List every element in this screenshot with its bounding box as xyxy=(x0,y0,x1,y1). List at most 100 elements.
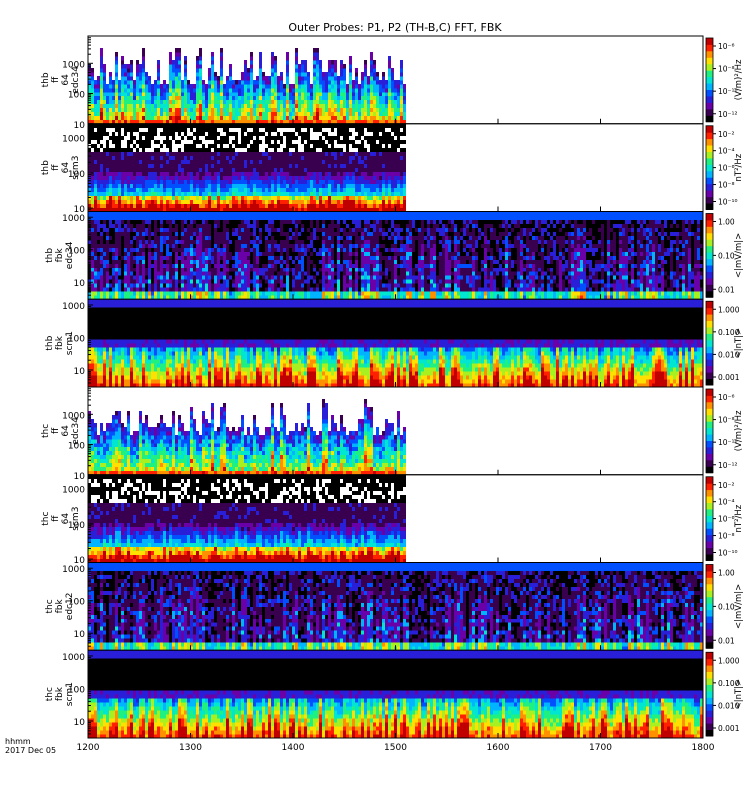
spectrogram-cell xyxy=(307,99,310,105)
spectrogram-cell xyxy=(283,167,286,172)
spectrogram-cell xyxy=(127,227,130,232)
spectrogram-cell xyxy=(154,295,157,300)
spectrogram-cell xyxy=(385,207,388,212)
spectrogram-cell xyxy=(340,159,343,164)
spectrogram-cell xyxy=(178,243,181,248)
spectrogram-cell xyxy=(181,91,184,97)
spectrogram-cell xyxy=(316,123,319,129)
spectrogram-cell xyxy=(358,119,361,125)
spectrogram-cell xyxy=(316,199,319,204)
spectrogram-cell xyxy=(316,207,319,212)
spectrogram-cell xyxy=(142,55,145,61)
spectrogram-cell xyxy=(370,199,373,204)
spectrogram-cell xyxy=(154,247,157,252)
spectrogram-cell xyxy=(133,79,136,85)
spectrogram-cell xyxy=(331,199,334,204)
spectrogram-cell xyxy=(370,75,373,81)
spectrogram-cell xyxy=(373,111,376,117)
spectrogram-cell xyxy=(100,95,103,101)
spectrogram-cell xyxy=(205,111,208,117)
spectrogram-cell xyxy=(328,135,331,141)
spectrogram-cell xyxy=(331,107,334,113)
spectrogram-cell xyxy=(322,175,325,180)
spectrogram-cell xyxy=(322,83,325,89)
spectrogram-cell xyxy=(283,127,286,133)
spectrogram-cell xyxy=(349,115,352,121)
spectrogram-cell xyxy=(118,287,121,292)
spectrogram-cell xyxy=(229,91,232,97)
spectrogram-cell xyxy=(184,191,187,196)
spectrogram-cell xyxy=(373,167,376,172)
spectrogram-cell xyxy=(250,143,253,149)
spectrogram-cell xyxy=(184,199,187,204)
spectrogram-cell xyxy=(394,167,397,172)
spectrogram-cell xyxy=(394,187,397,192)
spectrogram-cell xyxy=(256,191,259,196)
spectrogram-cell xyxy=(298,123,301,129)
spectrogram-cell xyxy=(118,263,121,268)
spectrogram-cell xyxy=(160,203,163,208)
spectrogram-cell xyxy=(157,223,160,228)
spectrogram-cell xyxy=(283,99,286,105)
spectrogram-cell xyxy=(100,275,103,280)
spectrogram-cell xyxy=(97,259,100,264)
spectrogram-cell xyxy=(313,163,316,168)
spectrogram-cell xyxy=(103,191,106,196)
spectrogram-cell xyxy=(115,183,118,188)
spectrogram-cell xyxy=(124,123,127,129)
spectrogram-cell xyxy=(142,255,145,260)
spectrogram-cell xyxy=(382,151,385,157)
spectrogram-cell xyxy=(94,223,97,228)
spectrogram-cell xyxy=(166,251,169,256)
spectrogram-cell xyxy=(217,151,220,157)
spectrogram-cell xyxy=(331,63,334,69)
spectrogram-cell xyxy=(343,167,346,172)
spectrogram-cell xyxy=(271,203,274,208)
spectrogram-cell xyxy=(190,271,193,276)
spectrogram-cell xyxy=(292,107,295,113)
spectrogram-cell xyxy=(172,175,175,180)
spectrogram-cell xyxy=(157,99,160,105)
spectrogram-cell xyxy=(118,219,121,224)
spectrogram-cell xyxy=(403,131,406,137)
spectrogram-cell xyxy=(190,191,193,196)
spectrogram-cell xyxy=(103,147,106,153)
spectrogram-cell xyxy=(271,79,274,85)
spectrogram-cell xyxy=(262,179,265,184)
spectrogram-cell xyxy=(307,139,310,145)
spectrogram-cell xyxy=(232,199,235,204)
spectrogram-cell xyxy=(262,183,265,188)
spectrogram-cell xyxy=(370,123,373,129)
spectrogram-cell xyxy=(238,199,241,204)
spectrogram-cell xyxy=(133,131,136,137)
spectrogram-cell xyxy=(175,279,178,284)
spectrogram-cell xyxy=(148,171,151,176)
spectrogram-cell xyxy=(91,131,94,137)
spectrogram-cell xyxy=(187,167,190,172)
spectrogram-cell xyxy=(259,195,262,200)
spectrogram-cell xyxy=(244,59,247,65)
spectrogram-cell xyxy=(394,199,397,204)
spectrogram-cell xyxy=(232,171,235,176)
spectrogram-cell xyxy=(298,135,301,141)
spectrogram-cell xyxy=(106,135,109,141)
spectrogram-cell xyxy=(136,215,139,220)
spectrogram-cell xyxy=(184,227,187,232)
spectrogram-cell xyxy=(277,163,280,168)
spectrogram-cell xyxy=(331,71,334,77)
spectrogram-cell xyxy=(232,79,235,85)
spectrogram-cell xyxy=(259,127,262,133)
spectrogram-cell xyxy=(364,195,367,200)
spectrogram-cell xyxy=(268,87,271,93)
spectrogram-cell xyxy=(124,179,127,184)
spectrogram-cell xyxy=(397,183,400,188)
spectrogram-cell xyxy=(214,131,217,137)
spectrogram-cell xyxy=(370,135,373,141)
spectrogram-cell xyxy=(205,167,208,172)
spectrogram-cell xyxy=(217,223,220,228)
spectrogram-cell xyxy=(400,139,403,145)
spectrogram-cell xyxy=(208,287,211,292)
spectrogram-cell xyxy=(199,163,202,168)
spectrogram-cell xyxy=(109,83,112,89)
spectrogram-cell xyxy=(199,63,202,69)
